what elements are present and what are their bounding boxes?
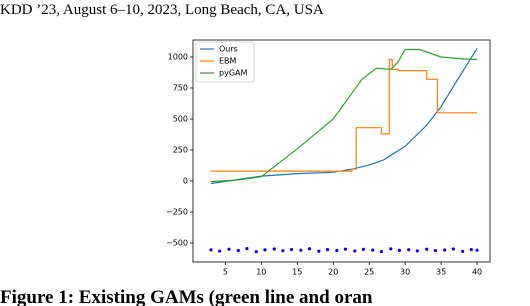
data-point <box>254 250 258 254</box>
x-tick-label: 15 <box>292 268 302 277</box>
data-point <box>475 248 479 252</box>
x-tick-label: 25 <box>364 268 374 277</box>
data-point <box>317 249 321 253</box>
data-point <box>397 248 401 252</box>
y-tick-label: 250 <box>173 146 188 155</box>
x-tick-label: 40 <box>472 268 482 277</box>
x-tick-label: 20 <box>328 268 338 277</box>
axes-frame <box>192 39 491 263</box>
caption: Figure 1: Existing GAMs (green line and … <box>0 287 373 306</box>
data-point <box>343 247 348 251</box>
y-tick-label: −500 <box>166 239 188 248</box>
data-point <box>371 248 375 252</box>
data-point <box>263 248 267 252</box>
y-tick-label: 500 <box>173 115 188 124</box>
data-point <box>415 249 419 253</box>
x-tick-label: 10 <box>256 268 266 277</box>
legend-label: pyGAM <box>219 69 247 78</box>
legend-box <box>195 41 255 83</box>
running-header: KDD ’23, August 6–10, 2023, Long Beach, … <box>0 2 324 18</box>
data-point <box>325 247 330 252</box>
legend-label: Ours <box>219 45 238 54</box>
data-point <box>353 249 357 253</box>
x-tick-label: 5 <box>223 268 228 277</box>
data-point <box>272 247 276 251</box>
data-point <box>218 249 222 253</box>
data-point <box>425 247 429 251</box>
y-tick-label: −250 <box>166 208 188 217</box>
data-point <box>451 247 455 251</box>
data-point <box>407 248 411 252</box>
data-point <box>236 248 240 253</box>
data-point <box>289 247 294 252</box>
x-tick-label: 35 <box>436 268 446 277</box>
data-point <box>335 248 339 253</box>
data-point <box>443 248 447 252</box>
data-point <box>461 249 465 253</box>
data-point <box>281 249 285 253</box>
y-tick-label: 0 <box>183 177 188 186</box>
data-point <box>379 249 384 254</box>
series-line <box>210 48 478 183</box>
data-point <box>389 247 393 251</box>
y-tick-label: 750 <box>173 83 188 92</box>
x-tick-label: 30 <box>400 268 410 277</box>
legend-label: EBM <box>219 57 237 66</box>
data-point <box>361 247 366 251</box>
data-point <box>299 248 303 252</box>
data-point <box>227 247 231 251</box>
y-tick-label: 1000 <box>168 52 188 61</box>
data-point <box>469 247 473 252</box>
series-line <box>211 58 478 172</box>
data-point <box>433 248 437 253</box>
data-point <box>307 247 312 251</box>
data-point <box>209 248 213 252</box>
data-point <box>245 247 249 251</box>
